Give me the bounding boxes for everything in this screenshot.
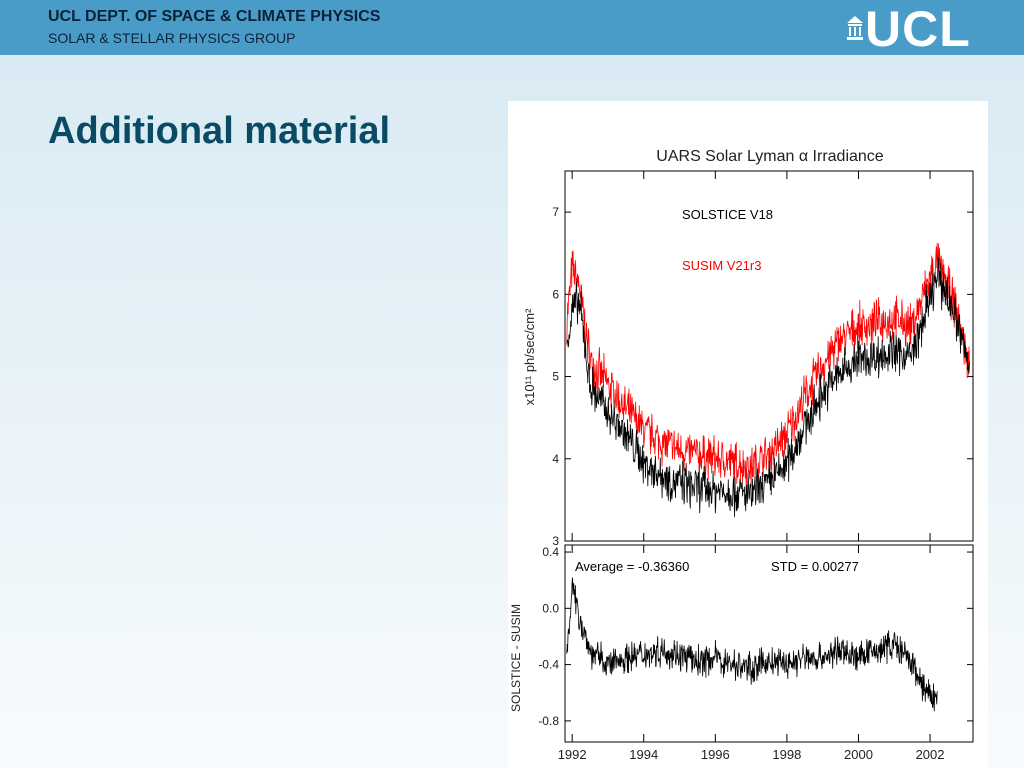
top-ylabel: x10¹¹ ph/sec/cm² xyxy=(522,308,537,405)
bottom-ylabel: SOLSTICE - SUSIM xyxy=(509,604,523,712)
ucl-logo: UCL xyxy=(845,1,995,57)
slide-title: Additional material xyxy=(48,110,391,152)
xtick-label: 2002 xyxy=(916,747,945,762)
top-ytick-label: 5 xyxy=(552,370,559,384)
chart-title: UARS Solar Lyman α Irradiance xyxy=(656,148,884,165)
bottom-ytick-label: -0.4 xyxy=(538,658,559,672)
legend-solstice: SOLSTICE V18 xyxy=(682,207,773,222)
chart-svg: UARS Solar Lyman α Irradiance x10¹¹ ph/s… xyxy=(509,148,974,762)
bottom-ytick-label: 0.4 xyxy=(542,545,559,559)
top-ytick-label: 4 xyxy=(552,452,559,466)
top-ytick-label: 6 xyxy=(552,287,559,301)
top-series-susim-v21r3 xyxy=(566,242,970,491)
xtick-label: 1998 xyxy=(772,747,801,762)
bottom-ytick-label: 0.0 xyxy=(542,601,559,615)
dept-title: UCL DEPT. OF SPACE & CLIMATE PHYSICS xyxy=(48,8,381,25)
xtick-label: 2000 xyxy=(844,747,873,762)
xtick-label: 1992 xyxy=(558,747,587,762)
top-series-solstice-v18 xyxy=(566,256,970,518)
group-title: SOLAR & STELLAR PHYSICS GROUP xyxy=(48,30,296,46)
top-plot-frame xyxy=(564,170,974,542)
portico-icon xyxy=(847,16,863,40)
lyman-alpha-figure: UARS Solar Lyman α Irradiance x10¹¹ ph/s… xyxy=(508,101,988,768)
average-annotation: Average = -0.36360 xyxy=(575,559,689,574)
legend-susim: SUSIM V21r3 xyxy=(682,258,761,273)
bottom-ytick-label: -0.8 xyxy=(538,714,559,728)
top-ytick-label: 7 xyxy=(552,205,559,219)
bottom-plot-frame xyxy=(564,544,974,743)
xtick-label: 1996 xyxy=(701,747,730,762)
xtick-label: 1994 xyxy=(629,747,658,762)
header-bar: UCL DEPT. OF SPACE & CLIMATE PHYSICS SOL… xyxy=(0,0,1024,57)
top-ytick-label: 3 xyxy=(552,534,559,548)
logo-text: UCL xyxy=(865,1,971,57)
std-annotation: STD = 0.00277 xyxy=(771,559,859,574)
bottom-series-difference xyxy=(566,577,938,712)
